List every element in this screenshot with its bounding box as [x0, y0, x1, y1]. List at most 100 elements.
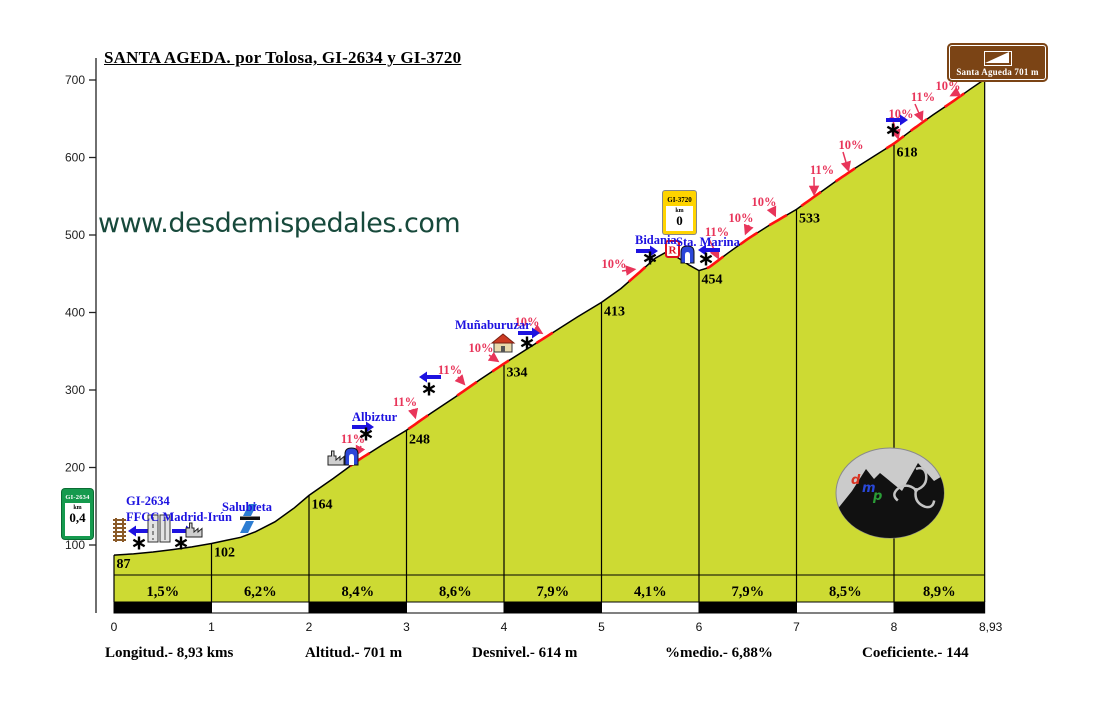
svg-text:334: 334	[507, 366, 528, 381]
chapel-icon	[344, 447, 359, 466]
svg-text:413: 413	[604, 304, 625, 319]
direction-arrow-right-icon	[352, 421, 374, 433]
junction-star-icon	[174, 536, 188, 550]
svg-text:m: m	[862, 481, 876, 496]
road-sign-gi3720-code: GI-3720	[666, 194, 693, 206]
stat-altitud: Altitud.- 701 m	[305, 645, 403, 661]
svg-text:Muñaburuzar: Muñaburuzar	[455, 318, 531, 332]
svg-text:11%: 11%	[393, 395, 417, 409]
svg-text:4,1%: 4,1%	[634, 584, 667, 600]
svg-text:8,6%: 8,6%	[439, 584, 472, 600]
road-icon	[147, 514, 159, 543]
svg-text:8,5%: 8,5%	[829, 584, 862, 600]
svg-text:10%: 10%	[839, 138, 864, 152]
road-sign-gi2634-km-value: 0,4	[69, 510, 86, 525]
svg-text:p: p	[872, 489, 882, 504]
mountain-pass-icon	[983, 50, 1012, 66]
svg-text:7: 7	[793, 620, 800, 634]
svg-text:618: 618	[897, 146, 918, 161]
junction-star-icon	[699, 252, 713, 266]
svg-text:11%: 11%	[911, 90, 935, 104]
svg-text:600: 600	[65, 151, 85, 165]
svg-text:400: 400	[65, 306, 85, 320]
river-bridge-icon	[240, 504, 260, 533]
road-sign-gi2634: GI-2634 km 0,4	[62, 489, 93, 539]
svg-text:6,2%: 6,2%	[244, 584, 277, 600]
svg-text:Salubieta: Salubieta	[222, 500, 273, 514]
road-sign-gi3720-km-label: km	[675, 208, 684, 214]
svg-text:10%: 10%	[469, 341, 494, 355]
svg-text:248: 248	[409, 432, 430, 447]
summit-sign: Santa Agueda 701 m	[947, 43, 1048, 82]
svg-text:2: 2	[306, 620, 313, 634]
svg-text:454: 454	[702, 273, 723, 288]
svg-text:200: 200	[65, 461, 85, 475]
direction-arrow-right-icon	[518, 327, 540, 339]
svg-text:5: 5	[598, 620, 605, 634]
svg-text:102: 102	[214, 545, 235, 560]
watermark-url: www.desdemispedales.com	[98, 208, 461, 239]
svg-text:7,9%: 7,9%	[536, 584, 569, 600]
chapel-icon	[680, 245, 695, 264]
svg-text:6: 6	[696, 620, 703, 634]
steep-percent-labels: 11%11%11%10%10%10%11%10%10%11%10%10%11%1…	[341, 79, 962, 457]
svg-text:8,9%: 8,9%	[923, 584, 956, 600]
axes: 100 200 300 400 500 600 700 0 1 2 3 4 5 6 7 8 8,93	[65, 58, 1003, 634]
steep-segments	[349, 92, 965, 468]
factory-icon	[327, 450, 345, 466]
road-sign-gi2634-code: GI-2634	[65, 492, 90, 503]
altitude-labels: 87 102 164 248 334 413 454 533 618	[117, 146, 918, 573]
svg-text:d: d	[851, 473, 861, 488]
road-icon	[159, 514, 171, 543]
svg-text:8,4%: 8,4%	[341, 584, 374, 600]
svg-text:11%: 11%	[705, 225, 729, 239]
km-bar	[113, 601, 986, 614]
junction-star-icon	[132, 536, 146, 550]
dmp-logo: dmp	[835, 447, 945, 539]
road-sign-gi3720: GI-3720 km 0	[663, 191, 696, 234]
svg-text:11%: 11%	[810, 163, 834, 177]
svg-text:8,93: 8,93	[979, 620, 1003, 634]
svg-text:164: 164	[312, 497, 333, 512]
junction-star-icon	[422, 382, 436, 396]
stat-longitud: Longitud.- 8,93 kms	[105, 645, 234, 661]
svg-text:Bidania: Bidania	[635, 233, 677, 247]
svg-text:Sta. Marina: Sta. Marina	[676, 235, 741, 249]
road-sign-gi2634-km-label: km	[73, 505, 82, 511]
railway-icon	[113, 518, 126, 542]
svg-text:700: 700	[65, 73, 85, 87]
junction-star-icon	[359, 427, 373, 441]
direction-arrow-left-icon	[128, 525, 150, 537]
svg-text:GI-2634: GI-2634	[126, 494, 171, 508]
svg-text:FFCC Madrid-Irún: FFCC Madrid-Irún	[126, 510, 232, 524]
direction-arrow-left-icon	[419, 371, 441, 383]
direction-arrow-right-icon	[886, 114, 908, 126]
svg-text:10%: 10%	[729, 211, 754, 225]
restaurant-icon: R	[665, 240, 680, 258]
summit-sign-text: Santa Agueda 701 m	[956, 66, 1039, 77]
svg-text:10%: 10%	[889, 107, 914, 121]
svg-text:4: 4	[501, 620, 508, 634]
road-sign-gi3720-km-value: 0	[676, 213, 683, 228]
gradient-band-labels: 1,5% 6,2% 8,4% 8,6% 7,9% 4,1% 7,9% 8,5% 8,9%	[146, 584, 955, 600]
svg-text:300: 300	[65, 383, 85, 397]
svg-text:500: 500	[65, 228, 85, 242]
svg-text:10%: 10%	[752, 195, 777, 209]
poi-icons: R	[113, 114, 908, 550]
stats-row: Longitud.- 8,93 kms Altitud.- 701 m Desn…	[0, 645, 1100, 669]
svg-text:1: 1	[208, 620, 215, 634]
svg-text:3: 3	[403, 620, 410, 634]
svg-text:11%: 11%	[341, 432, 365, 446]
stat-medio: %medio.- 6,88%	[665, 645, 773, 661]
svg-text:0: 0	[111, 620, 118, 634]
direction-arrow-left-icon	[698, 244, 720, 256]
junction-star-icon	[886, 123, 900, 137]
svg-text:1,5%: 1,5%	[146, 584, 179, 600]
svg-text:8: 8	[891, 620, 898, 634]
svg-text:100: 100	[65, 538, 85, 552]
factory-icon	[185, 522, 203, 538]
stat-desnivel: Desnivel.- 614 m	[472, 645, 578, 661]
